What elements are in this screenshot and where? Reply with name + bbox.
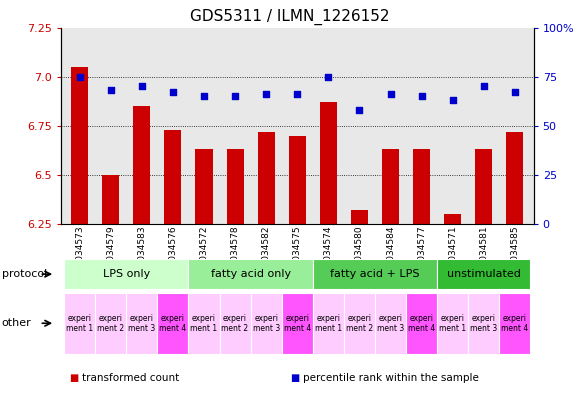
Text: ■: ■ <box>70 373 79 383</box>
Point <box>137 83 146 90</box>
Text: experi
ment 2: experi ment 2 <box>222 314 249 333</box>
Point <box>168 89 177 95</box>
Point <box>106 87 115 94</box>
Text: GDS5311 / ILMN_1226152: GDS5311 / ILMN_1226152 <box>190 9 390 25</box>
Bar <box>227 149 244 224</box>
Bar <box>499 293 531 354</box>
Point <box>262 91 271 97</box>
Point <box>479 83 488 90</box>
Bar <box>437 259 531 289</box>
Text: experi
ment 3: experi ment 3 <box>470 314 498 333</box>
Bar <box>437 293 468 354</box>
Point <box>417 93 426 99</box>
Text: ■: ■ <box>290 373 299 383</box>
Text: LPS only: LPS only <box>103 269 150 279</box>
Bar <box>258 132 275 224</box>
Text: experi
ment 4: experi ment 4 <box>160 314 187 333</box>
Bar <box>102 175 119 224</box>
Bar <box>351 210 368 224</box>
Point <box>292 91 302 97</box>
Text: experi
ment 4: experi ment 4 <box>284 314 311 333</box>
Bar <box>475 149 492 224</box>
Bar <box>71 67 88 224</box>
Text: percentile rank within the sample: percentile rank within the sample <box>303 373 478 383</box>
Bar <box>313 259 437 289</box>
Bar <box>289 136 306 224</box>
Point <box>200 93 209 99</box>
Bar <box>282 293 313 354</box>
Bar <box>157 293 188 354</box>
Bar <box>164 130 182 224</box>
Text: experi
ment 3: experi ment 3 <box>377 314 404 333</box>
Text: fatty acid only: fatty acid only <box>211 269 291 279</box>
Bar <box>382 149 399 224</box>
Text: experi
ment 3: experi ment 3 <box>128 314 155 333</box>
Bar <box>320 102 337 224</box>
Point <box>386 91 395 97</box>
Text: other: other <box>2 318 31 328</box>
Text: experi
ment 1: experi ment 1 <box>66 314 93 333</box>
Text: experi
ment 2: experi ment 2 <box>346 314 373 333</box>
Bar <box>375 293 406 354</box>
Point <box>230 93 240 99</box>
Bar <box>219 293 251 354</box>
Text: experi
ment 4: experi ment 4 <box>501 314 528 333</box>
Text: experi
ment 1: experi ment 1 <box>315 314 342 333</box>
Bar <box>344 293 375 354</box>
Point <box>448 97 458 103</box>
Text: transformed count: transformed count <box>82 373 180 383</box>
Text: protocol: protocol <box>2 269 47 279</box>
Text: unstimulated: unstimulated <box>447 269 521 279</box>
Bar <box>188 293 219 354</box>
Bar <box>468 293 499 354</box>
Point <box>510 89 520 95</box>
Bar <box>406 293 437 354</box>
Bar <box>95 293 126 354</box>
Bar <box>444 214 461 224</box>
Bar <box>188 259 313 289</box>
Point <box>75 73 84 80</box>
Bar <box>506 132 524 224</box>
Point <box>324 73 333 80</box>
Text: experi
ment 1: experi ment 1 <box>439 314 466 333</box>
Bar <box>133 106 150 224</box>
Text: experi
ment 2: experi ment 2 <box>97 314 124 333</box>
Bar <box>195 149 212 224</box>
Bar <box>251 293 282 354</box>
Text: experi
ment 1: experi ment 1 <box>190 314 218 333</box>
Text: fatty acid + LPS: fatty acid + LPS <box>330 269 420 279</box>
Bar <box>126 293 157 354</box>
Text: experi
ment 3: experi ment 3 <box>252 314 280 333</box>
Bar <box>313 293 344 354</box>
Point <box>355 107 364 113</box>
Bar <box>64 293 95 354</box>
Text: experi
ment 4: experi ment 4 <box>408 314 435 333</box>
Bar <box>64 259 188 289</box>
Bar <box>413 149 430 224</box>
